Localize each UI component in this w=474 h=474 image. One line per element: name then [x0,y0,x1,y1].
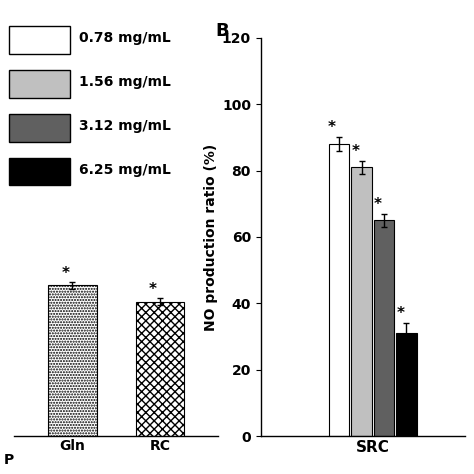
Bar [9,26,70,54]
Text: *: * [352,144,359,159]
Text: B: B [216,22,229,40]
Text: *: * [396,306,404,321]
Bar [9,157,70,185]
Text: 0.78 mg/mL: 0.78 mg/mL [79,31,171,45]
Text: 1.56 mg/mL: 1.56 mg/mL [79,75,171,89]
Bar [9,114,70,142]
Y-axis label: NO production ratio (%): NO production ratio (%) [204,143,218,331]
Text: *: * [374,197,382,212]
Text: *: * [328,120,336,136]
Text: P: P [4,454,14,467]
Bar [48,285,97,436]
Bar [329,144,349,436]
Text: 3.12 mg/mL: 3.12 mg/mL [79,118,171,133]
Bar [396,333,417,436]
Text: 6.25 mg/mL: 6.25 mg/mL [79,163,171,176]
Bar [351,167,372,436]
Text: *: * [61,266,69,281]
Bar [136,301,184,436]
Text: *: * [148,283,156,297]
Bar [9,70,70,98]
Bar [374,220,394,436]
